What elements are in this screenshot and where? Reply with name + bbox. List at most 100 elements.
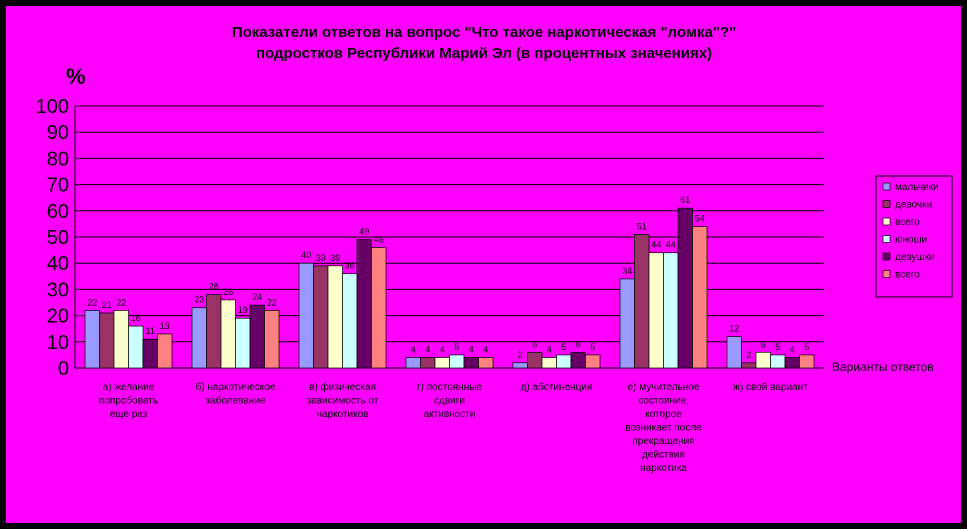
y-tick-label: 40 (47, 253, 69, 275)
bar (770, 354, 786, 369)
y-tick-label: 60 (47, 201, 69, 223)
x-axis-label: Варианты ответов (832, 360, 934, 374)
bar-value-label: 5 (454, 342, 459, 352)
legend-swatch (882, 270, 891, 278)
chart-title-line-1: Показатели ответов на вопрос "Что такое … (232, 24, 736, 41)
bar (527, 351, 543, 369)
legend-swatch (882, 182, 891, 191)
y-tick-label: 0 (58, 358, 69, 380)
bar-value-label: 54 (695, 214, 705, 224)
bar (405, 357, 421, 369)
bar-value-label: 19 (238, 305, 248, 315)
bar (191, 307, 207, 369)
bar (220, 299, 236, 369)
y-tick-label: 10 (47, 332, 69, 354)
x-category-label: еще раз (110, 409, 148, 420)
x-category-label: б) наркотическое (196, 381, 276, 393)
bar-value-label: 36 (345, 261, 355, 271)
legend-label: всего (895, 270, 920, 281)
bar-value-label: 2 (518, 350, 523, 360)
bar-value-label: 22 (87, 297, 97, 307)
y-tick-label: 50 (47, 227, 69, 249)
bar-value-label: 4 (469, 345, 474, 355)
bar-value-label: 13 (160, 321, 170, 331)
bar (313, 265, 329, 369)
bar (741, 362, 757, 369)
bar (663, 252, 679, 369)
bar-value-label: 26 (223, 287, 233, 297)
bar-value-label: 34 (622, 266, 632, 276)
bar-value-label: 12 (729, 324, 739, 334)
bar-value-label: 2 (746, 350, 751, 360)
bar-value-label: 4 (547, 345, 552, 355)
bars (84, 207, 815, 369)
bar (648, 252, 664, 369)
bar-value-label: 5 (590, 342, 595, 352)
bar (726, 336, 742, 369)
bar (556, 354, 572, 369)
chart-background (6, 6, 961, 523)
bar (342, 273, 358, 369)
x-category-labels: а) желание попробовать еще раз б) наркотиче… (99, 381, 808, 474)
legend-label: всего (895, 217, 920, 228)
x-category-label: прекращения (632, 436, 694, 447)
bar (420, 357, 436, 369)
x-category-label: в) физическая (309, 381, 376, 393)
y-axis-label: % (66, 64, 86, 89)
bar (356, 239, 372, 369)
bar-value-label: 44 (651, 240, 661, 250)
bar (264, 310, 280, 369)
bar (157, 333, 173, 369)
bar (235, 317, 251, 369)
bar (249, 304, 265, 369)
bar-value-label: 51 (637, 221, 647, 231)
bar-value-label: 4 (440, 345, 445, 355)
x-category-label: заболевание (205, 395, 265, 407)
bar-value-label: 4 (483, 345, 488, 355)
x-category-label: которое (645, 409, 682, 420)
bar (99, 312, 115, 369)
x-category-label: сдвиги (434, 396, 465, 407)
bar-value-label: 40 (301, 250, 311, 260)
x-category-label: попробовать (99, 395, 158, 407)
y-tick-label: 80 (47, 148, 69, 170)
x-category-label: действия (642, 450, 685, 461)
bar-value-label: 11 (146, 326, 155, 336)
y-tick-label: 90 (47, 122, 69, 144)
x-category-label: наркотика (640, 463, 687, 474)
bar-value-label: 6 (576, 339, 581, 349)
bar (478, 357, 494, 369)
bar-value-label: 22 (116, 297, 126, 307)
bar-value-label: 6 (761, 339, 766, 349)
x-category-label: а) желание (103, 382, 155, 393)
bar-value-label: 16 (131, 313, 141, 323)
bar (570, 351, 586, 369)
bar (541, 357, 557, 369)
x-category-label: ж) свой вариант (733, 382, 808, 393)
y-tick-label: 100 (36, 96, 69, 118)
bar (463, 357, 479, 369)
legend-label: девушки (895, 252, 934, 263)
bar (371, 247, 387, 369)
bar (692, 226, 708, 369)
bar (84, 310, 100, 369)
bar-value-label: 46 (374, 234, 384, 244)
bar (784, 357, 800, 369)
bar-value-label: 21 (102, 300, 112, 310)
bar (113, 310, 129, 369)
bar-value-label: 44 (666, 240, 676, 250)
bar-value-label: 22 (267, 297, 277, 307)
bar-value-label: 4 (790, 345, 795, 355)
x-category-label: наркотиков (316, 409, 368, 420)
bar-value-label: 39 (330, 253, 340, 263)
bar (327, 265, 343, 369)
bar-value-label: 4 (411, 345, 416, 355)
bar (434, 357, 450, 369)
bar-value-label: 5 (804, 342, 809, 352)
bar-value-label: 61 (680, 195, 690, 205)
bar-value-label: 4 (425, 345, 430, 355)
legend: мальчики девочки всего юноши девушки всего (875, 175, 953, 298)
x-category-label: д) абстиненция (521, 381, 593, 393)
bar (585, 354, 601, 369)
